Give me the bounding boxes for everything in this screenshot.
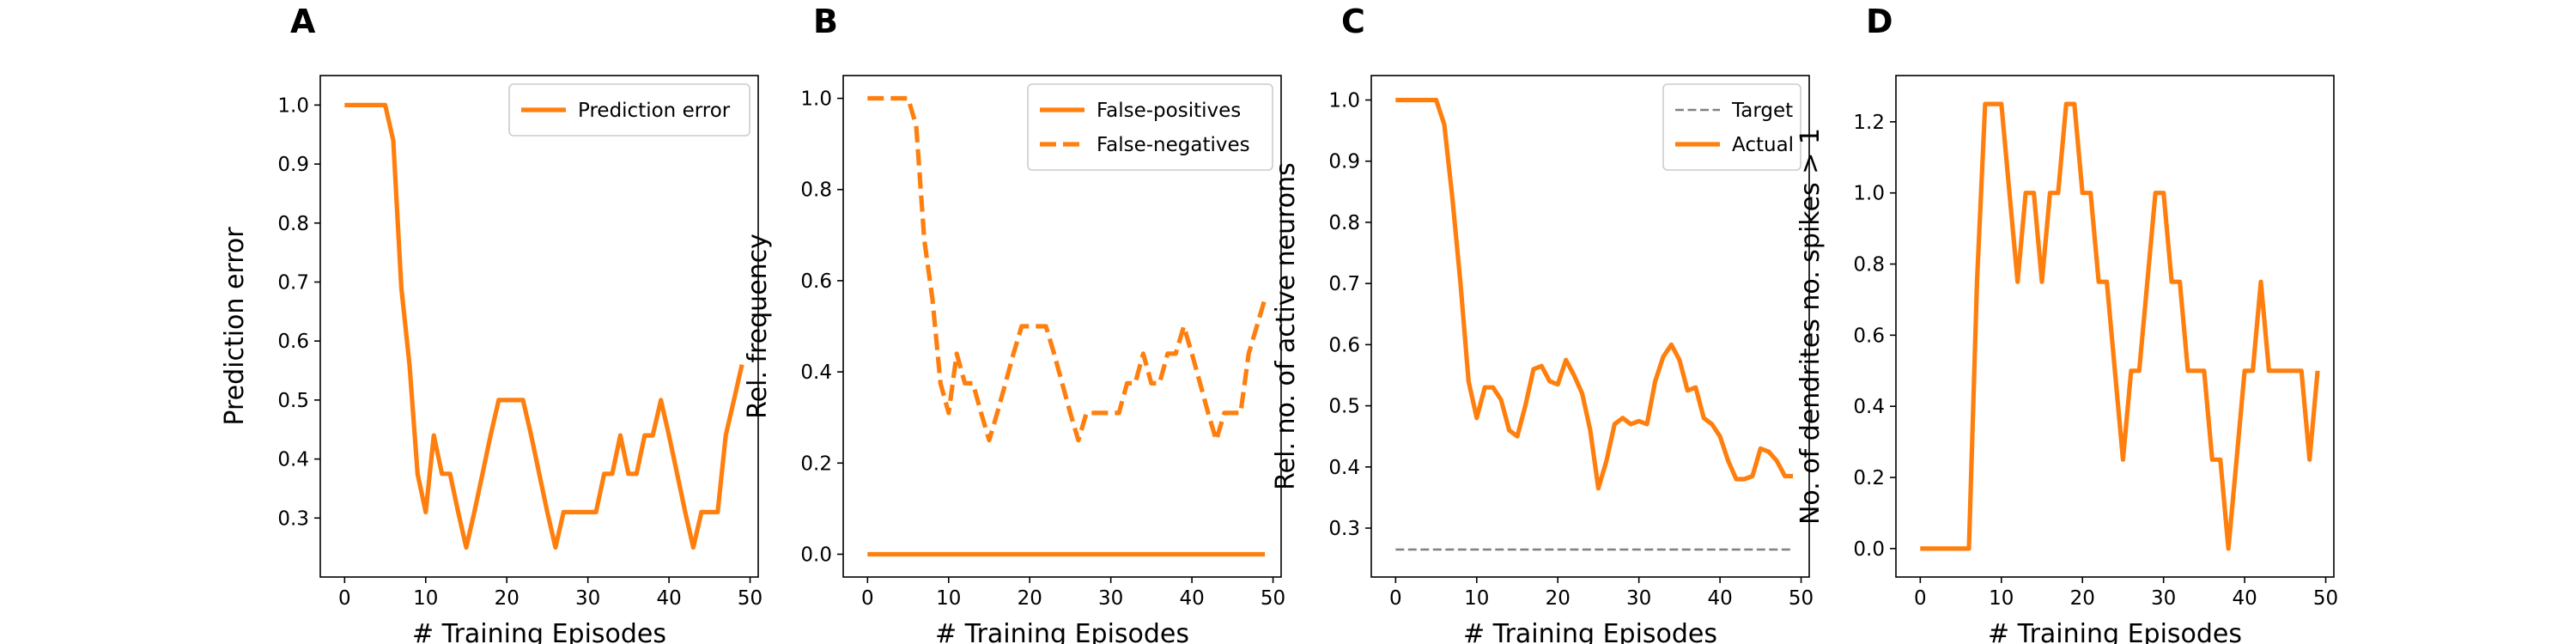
y-tick-label: 0.6 — [800, 270, 832, 293]
axes-frame — [842, 75, 1282, 578]
y-tick-label: 0.2 — [800, 453, 832, 475]
x-tick-label: 30 — [1626, 587, 1651, 610]
legend-label: Prediction error — [578, 100, 731, 122]
panel-c: C 0 10 20 30 40 50 0.3 0.4 0.5 0.6 0.7 0.8 0.9 1.0 # Tr… — [1271, 3, 1814, 644]
series-line-no-of-dendrites-no-spikes-1 — [1920, 101, 2320, 551]
x-tick-label: 50 — [1789, 587, 1814, 610]
x-tick-label: 20 — [495, 587, 519, 610]
x-axis-label: # Training Episodes — [935, 619, 1189, 644]
y-tick-label: 0.6 — [1853, 325, 1885, 347]
x-tick-label: 30 — [1098, 587, 1123, 610]
x-tick-label: 0 — [861, 587, 874, 610]
legend-label: False-positives — [1097, 100, 1241, 122]
y-axis-label: No. of dendrites no. spikes > 1 — [1795, 128, 1826, 525]
y-tick-label: 0.0 — [1853, 538, 1885, 561]
legend-box — [1662, 83, 1801, 171]
legend: False-positives False-negatives — [1027, 83, 1273, 171]
x-tick-label: 0 — [338, 587, 351, 610]
x-tick-label: 20 — [1018, 587, 1042, 610]
y-tick-label: 0.6 — [277, 331, 309, 353]
y-tick-label: 1.0 — [277, 94, 309, 117]
legend-box — [1027, 83, 1273, 171]
x-tick-label: 50 — [1261, 587, 1285, 610]
panel-b: B 0 10 20 30 40 50 0.0 0.2 0.4 0.6 0.8 1.0 # Training… — [743, 3, 1285, 644]
series-group — [344, 102, 744, 550]
series-line-false-negatives — [867, 95, 1267, 443]
series-group — [867, 95, 1267, 557]
x-axis-label: # Training Episodes — [412, 619, 666, 644]
x-axis-label: # Training Episodes — [1988, 619, 2242, 644]
y-tick-label: 0.0 — [800, 544, 832, 566]
y-tick-label: 0.8 — [277, 213, 309, 235]
y-tick-label: 1.0 — [800, 88, 832, 111]
y-tick-label: 0.4 — [277, 449, 309, 471]
x-tick-label: 10 — [413, 587, 438, 610]
x-tick-label: 40 — [2232, 587, 2257, 610]
y-tick-label: 0.2 — [1853, 467, 1885, 489]
series-group — [1395, 97, 1794, 551]
legend-label: False-negatives — [1097, 134, 1250, 156]
panel-letter: A — [290, 3, 316, 40]
y-axis-label: Rel. no. of active neurons — [1271, 162, 1301, 490]
y-tick-label: 0.4 — [1853, 396, 1885, 418]
y-tick-label: 0.8 — [1853, 254, 1885, 276]
legend-label: Target — [1731, 100, 1793, 122]
x-tick-label: 30 — [2151, 587, 2176, 610]
panel-a: A 0 10 20 30 40 50 0.3 0.4 0.5 0.6 0.7 0.8 0.9 1.0 # Tr… — [220, 3, 762, 644]
legend-box — [508, 83, 750, 137]
axes-frame — [1895, 75, 2335, 578]
y-tick-label: 1.0 — [1328, 89, 1360, 112]
x-tick-label: 40 — [1707, 587, 1732, 610]
y-tick-label: 0.5 — [277, 390, 309, 412]
x-tick-label: 50 — [738, 587, 762, 610]
panel-d: D 0 10 20 30 40 50 0.0 0.2 0.4 0.6 0.8 1.0 1.2 # Train… — [1795, 3, 2338, 644]
legend: Target Actual — [1662, 83, 1801, 171]
axes-frame — [319, 75, 759, 578]
y-tick-label: 0.9 — [277, 154, 309, 176]
panel-letter: C — [1341, 3, 1365, 40]
y-tick-label: 0.4 — [800, 361, 832, 384]
y-tick-label: 0.8 — [800, 179, 832, 202]
y-tick-label: 0.7 — [1328, 273, 1360, 295]
x-axis-label: # Training Episodes — [1463, 619, 1717, 644]
series-line-prediction-error — [344, 102, 744, 550]
y-tick-label: 0.5 — [1328, 396, 1360, 418]
y-tick-label: 1.2 — [1853, 112, 1885, 134]
series-group — [1920, 101, 2320, 551]
axes-frame — [1370, 75, 1810, 578]
x-tick-label: 40 — [656, 587, 681, 610]
x-tick-label: 20 — [1546, 587, 1571, 610]
y-axis-label: Prediction error — [220, 227, 250, 426]
x-tick-label: 0 — [1914, 587, 1927, 610]
x-tick-label: 10 — [1989, 587, 2014, 610]
y-tick-label: 0.6 — [1328, 334, 1360, 356]
x-tick-label: 10 — [1464, 587, 1489, 610]
series-line-actual — [1395, 97, 1794, 491]
panel-letter: D — [1866, 3, 1893, 40]
legend: Prediction error — [508, 83, 750, 137]
x-tick-label: 20 — [2070, 587, 2095, 610]
y-tick-label: 1.0 — [1853, 183, 1885, 205]
x-tick-label: 40 — [1179, 587, 1204, 610]
x-tick-label: 10 — [936, 587, 961, 610]
y-tick-label: 0.8 — [1328, 212, 1360, 234]
y-tick-label: 0.4 — [1328, 457, 1360, 479]
x-tick-label: 0 — [1389, 587, 1402, 610]
y-tick-label: 0.3 — [277, 507, 309, 530]
y-tick-label: 0.3 — [1328, 518, 1360, 540]
y-tick-label: 0.7 — [277, 271, 309, 294]
x-tick-label: 30 — [575, 587, 600, 610]
y-axis-label: Rel. frequency — [743, 234, 773, 419]
y-tick-label: 0.9 — [1328, 151, 1360, 173]
legend-label: Actual — [1732, 134, 1794, 156]
panel-letter: B — [813, 3, 838, 40]
x-tick-label: 50 — [2313, 587, 2338, 610]
